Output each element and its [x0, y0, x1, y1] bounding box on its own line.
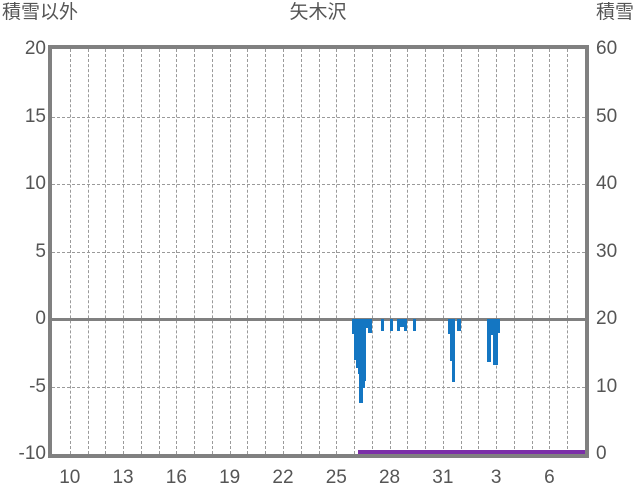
bar: [357, 319, 362, 375]
left-axis-tick-label: 0: [35, 308, 46, 329]
horizontal-gridline: [52, 251, 585, 253]
bar: [450, 319, 454, 361]
bar: [361, 319, 365, 388]
bar: [487, 319, 491, 363]
bar: [400, 319, 404, 328]
bar: [457, 319, 461, 332]
left-axis-tick-label: 10: [24, 173, 46, 194]
x-axis-tick-label: 3: [490, 467, 502, 488]
plot-area: [52, 49, 585, 454]
snow-depth-line: [357, 450, 585, 454]
horizontal-gridline: [52, 386, 585, 388]
chart-title: 矢木沢: [289, 2, 347, 23]
bar: [490, 319, 495, 336]
bar: [364, 319, 369, 329]
x-axis-tick-label: 10: [59, 467, 81, 488]
x-axis-tick-label: 25: [325, 467, 347, 488]
right-axis-tick-label: 60: [596, 38, 618, 59]
bar: [492, 319, 497, 365]
x-axis-tick-label: 22: [272, 467, 294, 488]
right-axis-tick-label: 40: [596, 173, 618, 194]
bar: [355, 319, 360, 368]
right-axis-unit-label: 積雪: [595, 2, 634, 23]
right-axis-tick-label: 20: [596, 308, 618, 329]
right-axis-tick-label: 30: [596, 240, 618, 262]
bar: [368, 319, 372, 333]
x-axis-tick-label: 16: [165, 467, 187, 488]
left-axis-tick-label: -5: [29, 375, 46, 397]
left-axis-tick-label: 5: [35, 240, 46, 262]
bar: [389, 319, 394, 332]
right-axis-tick-label: 50: [596, 105, 618, 127]
left-axis-unit-label: 積雪以外: [2, 2, 79, 23]
left-axis-tick-label: -10: [18, 443, 46, 464]
bar: [380, 319, 385, 332]
bar: [396, 319, 401, 332]
bar: [494, 319, 498, 365]
x-axis-tick-label: 28: [378, 467, 401, 488]
x-axis-tick-label: 31: [432, 467, 454, 488]
bar: [352, 319, 356, 334]
x-axis-tick-label: 19: [219, 467, 241, 488]
bar: [359, 319, 363, 403]
right-axis-tick-label: 0: [596, 443, 607, 464]
bar: [451, 319, 456, 383]
x-axis-tick-label: 13: [112, 467, 134, 488]
left-axis-tick-label: 15: [24, 105, 46, 127]
bar: [403, 319, 408, 332]
bar: [412, 319, 417, 332]
horizontal-gridline: [52, 116, 585, 118]
bar: [496, 319, 500, 333]
left-axis-tick-label: 20: [24, 38, 46, 59]
x-axis-tick-label: 6: [544, 467, 555, 488]
bar: [354, 319, 358, 360]
right-axis-tick-label: 10: [596, 375, 618, 397]
bar: [448, 319, 452, 334]
zero-line: [52, 318, 585, 321]
horizontal-gridline: [52, 184, 585, 185]
bar: [362, 319, 367, 382]
